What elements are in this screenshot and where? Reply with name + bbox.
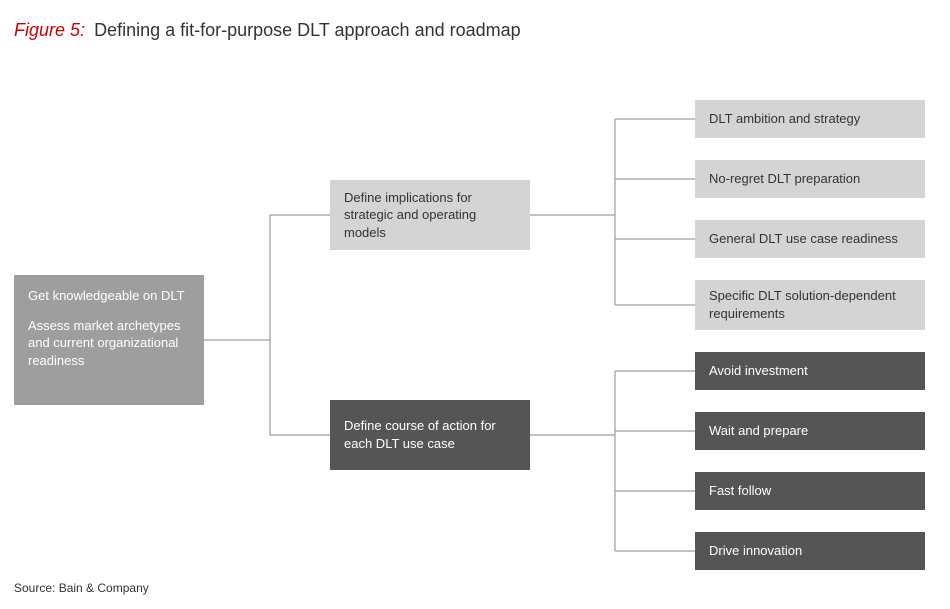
leaf-wait: Wait and prepare [695, 412, 925, 450]
leaf-ambition: DLT ambition and strategy [695, 100, 925, 138]
leaf-noregret: No-regret DLT preparation [695, 160, 925, 198]
leaf-avoid: Avoid investment [695, 352, 925, 390]
mid-course: Define course of action for each DLT use… [330, 400, 530, 470]
figure-text: Defining a fit-for-purpose DLT approach … [94, 20, 521, 40]
leaf-readiness: General DLT use case readiness [695, 220, 925, 258]
figure-label: Figure 5: [14, 20, 85, 40]
root-line1: Get knowledgeable on DLT [28, 287, 190, 305]
leaf-specific: Specific DLT solution-dependent requirem… [695, 280, 925, 330]
source-text: Source: Bain & Company [14, 581, 149, 595]
mid-strategic: Define implications for strategic and op… [330, 180, 530, 250]
root-line2: Assess market archetypes and current org… [28, 317, 190, 370]
figure-title: Figure 5: Defining a fit-for-purpose DLT… [14, 20, 521, 41]
root-box: Get knowledgeable on DLT Assess market a… [14, 275, 204, 405]
leaf-fast: Fast follow [695, 472, 925, 510]
leaf-drive: Drive innovation [695, 532, 925, 570]
